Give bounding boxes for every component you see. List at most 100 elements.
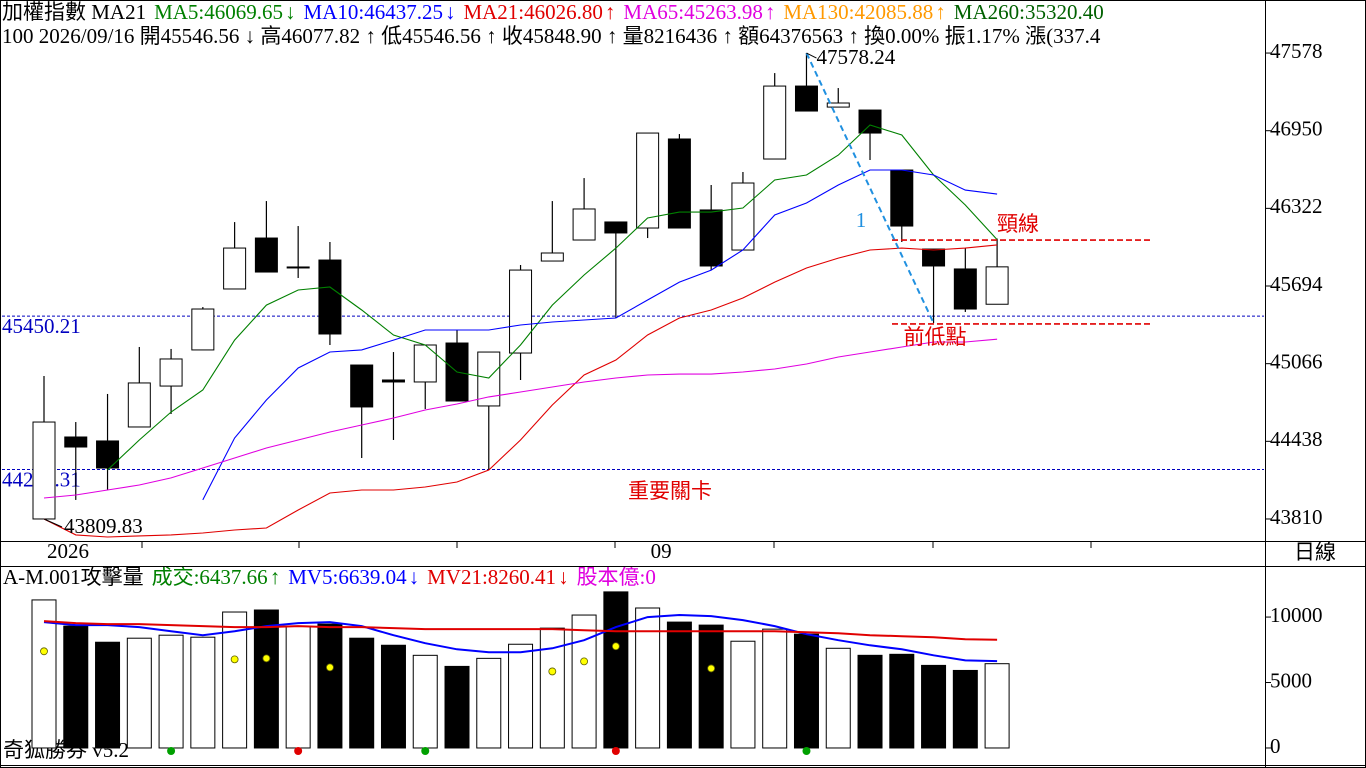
level-label: 45450.21: [2, 314, 81, 338]
low-label: 43809.83: [64, 514, 143, 538]
attack-dot: [230, 655, 239, 664]
volume-bar: [635, 607, 661, 749]
annotation-label: 前低點: [904, 325, 967, 349]
attack-dot: [262, 654, 271, 663]
legend: 加權指數 MA21 MA5:46069.65↓ MA10:46437.25↓ MA21…: [2, 0, 1104, 24]
candle-body: [953, 268, 977, 310]
annotation-label: 頸線: [997, 212, 1039, 236]
candle-body: [286, 266, 310, 269]
legend-entry: 股本億:0: [577, 565, 656, 589]
volume-bar: [793, 633, 819, 749]
volume-bar: [762, 628, 788, 749]
legend-entry: MV5:6639.04: [288, 565, 407, 589]
legend-arrow: ↑: [935, 0, 946, 24]
volume-bar: [31, 599, 57, 749]
signal-dot: [167, 747, 176, 755]
volume-bar: [603, 591, 629, 749]
candle-body: [223, 247, 247, 290]
volume-panel: A-M.001攻擊量 成交:6437.66↑ MV5:6639.04↓ MV21:82…: [3, 565, 1010, 755]
candle-body: [922, 248, 946, 267]
volume-bar: [730, 640, 756, 749]
signal-dot: [421, 747, 430, 755]
y-tick-label: 43810: [1270, 505, 1323, 529]
volume-bar: [412, 654, 438, 749]
volume-bar: [95, 641, 121, 749]
volume-bar: [857, 654, 883, 749]
y-tick-label: 10000: [1270, 603, 1323, 627]
signal-dot: [611, 747, 620, 755]
candle-body: [540, 252, 564, 262]
volume-bar: [63, 625, 89, 749]
volume-bar: [508, 643, 534, 749]
attack-dot: [40, 647, 48, 656]
candle-body: [794, 85, 818, 112]
y-tick-label: 46950: [1270, 117, 1323, 141]
ma-line: [43, 338, 998, 499]
legend-entry: MA65:45263.98: [623, 0, 762, 24]
attack-dot: [611, 642, 620, 651]
low-pointer: [43, 518, 63, 528]
y-tick-label: 47578: [1270, 39, 1323, 63]
candle-body: [127, 382, 151, 428]
y-tick-label: 44438: [1270, 427, 1323, 451]
candle-body: [350, 364, 374, 408]
candle-body: [985, 266, 1009, 305]
x-tick-label: 09: [651, 539, 672, 563]
x-tick-label: 2026: [47, 539, 89, 563]
volume-bar: [222, 611, 248, 749]
volume-bar: [921, 664, 947, 749]
ma-line: [202, 169, 998, 501]
candle-body: [32, 421, 56, 520]
legend-entry: 成交:6437.66: [152, 565, 268, 589]
legend-entry: MA5:46069.65: [154, 0, 283, 24]
candle-body: [159, 358, 183, 387]
candle-body: [667, 138, 691, 229]
legend-entry: MA260:35320.40: [954, 0, 1104, 24]
attack-dot: [326, 663, 334, 672]
legend-entry: MA21:46026.80: [463, 0, 602, 24]
legend-title: 加權指數 MA21: [2, 0, 146, 24]
volume-bar: [158, 634, 184, 749]
info-line: 100 2026/09/16 開45546.56 ↓ 高46077.82 ↑ 低…: [2, 24, 1101, 48]
volume-bar: [571, 614, 597, 749]
volume-bar: [317, 623, 343, 749]
high-pointer: [806, 52, 817, 59]
zone-label: 重要關卡: [628, 479, 712, 503]
candle-body: [381, 379, 405, 383]
price-panel: 45450.2144210.31頸線前低點1重要關卡47578.2443809.…: [2, 0, 1264, 538]
volume-bar: [285, 625, 311, 749]
candle-body: [763, 85, 787, 160]
volume-bar: [698, 624, 724, 749]
candle-body: [572, 208, 596, 241]
x-separators: [141, 541, 1092, 548]
attack-dot: [707, 664, 716, 673]
candle-body: [509, 269, 533, 354]
period-label: 日線: [1294, 540, 1336, 564]
legend-arrow: ↓: [445, 0, 456, 24]
y-tick-label: 0: [1270, 734, 1281, 758]
volume-bar: [253, 609, 279, 749]
candle-body: [636, 132, 660, 229]
volume-bar: [444, 665, 470, 749]
candle-body: [477, 351, 501, 407]
volume-bar: [984, 663, 1010, 749]
y-tick-label: 45694: [1270, 272, 1323, 296]
ma-line: [43, 244, 998, 538]
candle-body: [96, 440, 120, 469]
legend-entry: MV21:8260.41: [427, 565, 556, 589]
volume-bar: [476, 657, 502, 749]
high-label: 47578.24: [816, 45, 895, 69]
y-tick-label: 45066: [1270, 349, 1323, 373]
candle-body: [604, 221, 628, 234]
legend: A-M.001攻擊量 成交:6437.66↑ MV5:6639.04↓ MV21:82…: [3, 565, 656, 589]
volume-bar: [889, 653, 915, 749]
attack-dot: [548, 667, 557, 676]
legend-arrow: ↑: [270, 565, 281, 589]
y-tick-label: 46322: [1270, 194, 1323, 218]
legend-arrow: ↓: [285, 0, 296, 24]
volume-bar: [952, 669, 978, 749]
candle-body: [858, 109, 882, 134]
legend-title: A-M.001攻擊量: [3, 565, 144, 589]
legend-entry: MA130:42085.88: [783, 0, 933, 24]
